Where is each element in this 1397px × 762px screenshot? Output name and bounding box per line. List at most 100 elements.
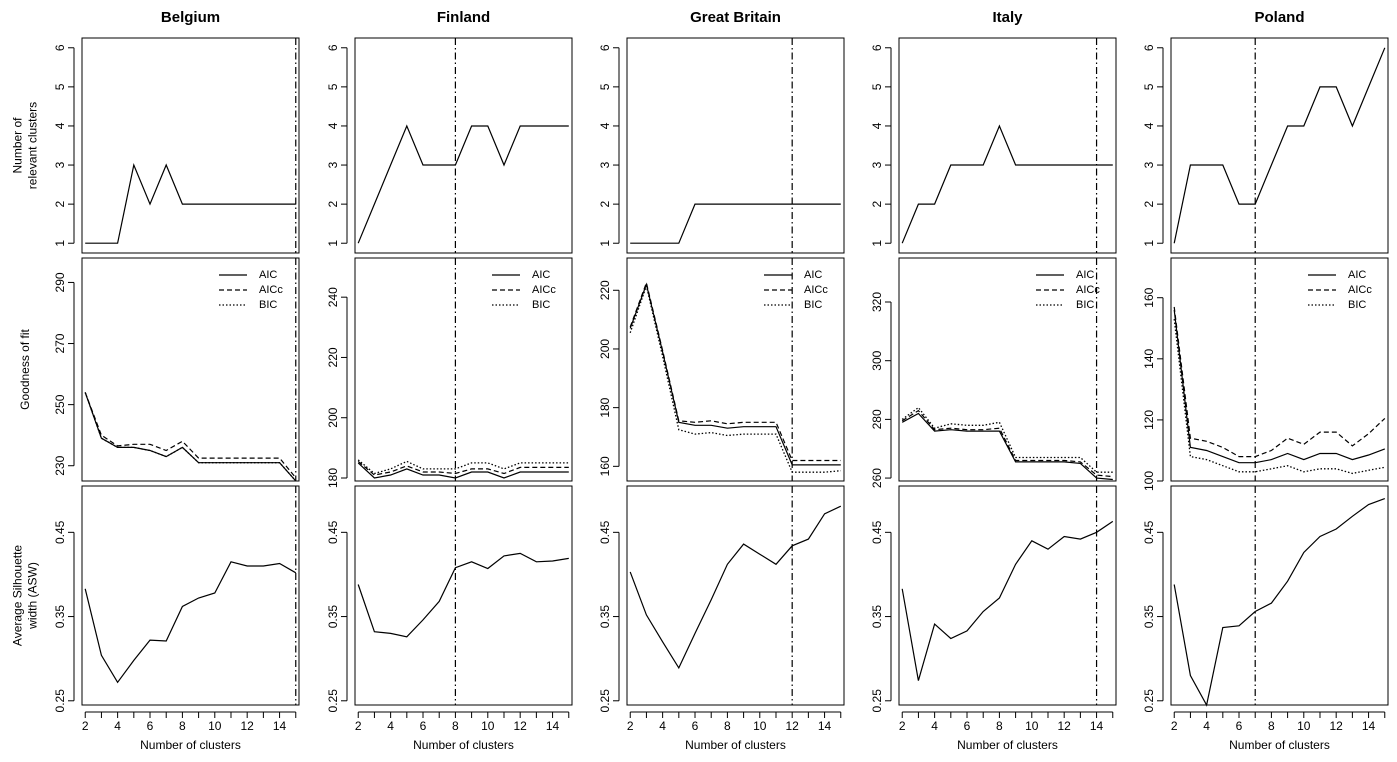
italy-fit-legend: AIC AICc BIC bbox=[1036, 269, 1100, 311]
poland-x-tick-label: 4 bbox=[1203, 719, 1210, 733]
finland-fit-y-tick-label: 200 bbox=[326, 407, 340, 427]
finland-fit-y-tick-label: 180 bbox=[326, 468, 340, 488]
poland-fit-y-tick-label: 120 bbox=[1142, 410, 1156, 430]
row-label-line: Number of bbox=[11, 117, 25, 174]
belgium-fit-y-tick-label: 230 bbox=[53, 455, 67, 475]
finland-x-axis: 2 4 6 8 10 12 14 bbox=[355, 711, 570, 733]
great-britain-asw-y-tick-label: 0.25 bbox=[598, 689, 612, 713]
finland-relevant-y-axis: 1 2 3 4 5 6 bbox=[326, 44, 348, 247]
great-britain-fit-series-aicc bbox=[629, 280, 841, 462]
finland-relevant-y-tick-label: 1 bbox=[326, 240, 340, 247]
belgium-relevant-y-tick-label: 6 bbox=[53, 44, 67, 51]
great-britain-fit-y-tick-label: 160 bbox=[598, 456, 612, 476]
legend-label-bic: BIC bbox=[532, 299, 550, 311]
great-britain-asw-y-tick-label: 0.35 bbox=[598, 605, 612, 629]
great-britain-fit-series-bic bbox=[629, 283, 841, 473]
finland-fit-frame bbox=[354, 257, 573, 482]
finland-x-tick-label: 10 bbox=[481, 719, 495, 733]
poland-x-tick-label: 8 bbox=[1268, 719, 1275, 733]
finland-relevant-y-tick-label: 3 bbox=[326, 161, 340, 168]
poland-relevant-series-line bbox=[1173, 47, 1386, 244]
row-label-line: width (ASW) bbox=[26, 562, 40, 630]
italy-x-axis: 2 4 6 8 10 12 14 bbox=[899, 711, 1114, 733]
great-britain-x-axis-label: Number of clusters bbox=[685, 738, 786, 752]
legend-label-aicc: AICc bbox=[532, 284, 556, 296]
great-britain-relevant-y-tick-label: 6 bbox=[598, 44, 612, 51]
poland-fit-y-tick-label: 100 bbox=[1142, 471, 1156, 491]
italy-x-tick-label: 2 bbox=[899, 719, 906, 733]
legend-label-aicc: AICc bbox=[804, 284, 828, 296]
great-britain-title: Great Britain bbox=[690, 9, 781, 26]
italy-fit-y-axis: 260 280 300 320 bbox=[870, 292, 892, 488]
finland-x-tick-label: 12 bbox=[513, 719, 527, 733]
belgium-asw-y-axis: 0.25 0.35 0.45 bbox=[53, 520, 75, 713]
finland-asw-y-axis: 0.25 0.35 0.45 bbox=[326, 520, 348, 712]
belgium-fit-frame bbox=[81, 257, 300, 482]
poland-relevant-frame bbox=[1170, 37, 1389, 254]
finland-relevant-y-tick-label: 5 bbox=[326, 83, 340, 90]
finland-relevant-frame bbox=[354, 37, 573, 254]
belgium-fit-y-tick-label: 290 bbox=[53, 272, 67, 292]
row-label-line: relevant clusters bbox=[26, 102, 40, 189]
poland-relevant-y-tick-label: 2 bbox=[1142, 200, 1156, 207]
italy-relevant-y-axis: 1 2 3 4 5 6 bbox=[870, 44, 892, 247]
great-britain-relevant-y-tick-label: 2 bbox=[598, 200, 612, 207]
legend-label-aic: AIC bbox=[1348, 269, 1366, 281]
poland-fit-series-aic bbox=[1173, 309, 1386, 464]
italy-relevant-series-line bbox=[901, 124, 1113, 244]
great-britain-x-tick-label: 10 bbox=[753, 719, 767, 733]
belgium-x-axis: 2 4 6 8 10 12 14 bbox=[82, 711, 297, 733]
italy-relevant-y-tick-label: 5 bbox=[870, 83, 884, 90]
poland-relevant-y-tick-label: 5 bbox=[1142, 83, 1156, 90]
poland-fit-legend: AIC AICc BIC bbox=[1308, 269, 1372, 311]
finland-x-tick-label: 4 bbox=[387, 719, 394, 733]
legend-label-aic: AIC bbox=[532, 269, 550, 281]
poland-asw-y-tick-label: 0.45 bbox=[1142, 520, 1156, 544]
poland-fit-y-axis: 100 120 140 160 bbox=[1142, 287, 1164, 491]
legend-label-bic: BIC bbox=[804, 299, 822, 311]
belgium-relevant-y-axis: 1 2 3 4 5 6 bbox=[53, 44, 75, 247]
poland-fit-y-tick-label: 160 bbox=[1142, 287, 1156, 307]
great-britain-fit-legend: AIC AICc BIC bbox=[764, 269, 828, 311]
belgium-relevant-y-tick-label: 4 bbox=[53, 122, 67, 129]
italy-fit-series-bic bbox=[901, 406, 1113, 473]
belgium-asw-y-tick-label: 0.25 bbox=[53, 689, 67, 713]
italy-x-tick-label: 14 bbox=[1090, 719, 1104, 733]
finland-x-tick-label: 14 bbox=[546, 719, 560, 733]
poland-asw-y-tick-label: 0.25 bbox=[1142, 689, 1156, 713]
finland-relevant-y-tick-label: 6 bbox=[326, 44, 340, 51]
belgium-fit-legend: AIC AICc BIC bbox=[219, 269, 283, 311]
legend-label-aic: AIC bbox=[259, 269, 277, 281]
row-label-line: Average Silhouette bbox=[11, 545, 25, 647]
poland-x-tick-label: 2 bbox=[1171, 719, 1178, 733]
legend-label-bic: BIC bbox=[1348, 299, 1366, 311]
row-label-fit: Goodness of fit bbox=[18, 328, 32, 409]
row-label-asw: Average Silhouette width (ASW) bbox=[11, 545, 40, 647]
finland-asw-y-tick-label: 0.35 bbox=[326, 605, 340, 629]
finland-x-tick-label: 8 bbox=[452, 719, 459, 733]
belgium-relevant-y-tick-label: 1 bbox=[53, 240, 67, 247]
italy-title: Italy bbox=[992, 9, 1023, 26]
great-britain-asw-frame bbox=[626, 485, 845, 706]
great-britain-x-tick-label: 12 bbox=[785, 719, 799, 733]
finland-fit-series-aic bbox=[357, 462, 569, 479]
great-britain-relevant-y-tick-label: 1 bbox=[598, 240, 612, 247]
italy-x-tick-label: 12 bbox=[1057, 719, 1071, 733]
italy-asw-y-tick-label: 0.45 bbox=[870, 520, 884, 544]
poland-asw-y-axis: 0.25 0.35 0.45 bbox=[1142, 520, 1164, 713]
italy-fit-series-aic bbox=[901, 412, 1113, 481]
great-britain-fit-frame bbox=[626, 257, 845, 482]
finland-relevant-y-tick-label: 4 bbox=[326, 122, 340, 129]
finland-fit-legend: AIC AICc BIC bbox=[492, 269, 556, 311]
belgium-title: Belgium bbox=[161, 9, 220, 26]
poland-relevant-y-tick-label: 1 bbox=[1142, 240, 1156, 247]
finland-fit-series-aicc bbox=[357, 460, 569, 476]
row-label-relevant: Number of relevant clusters bbox=[11, 102, 40, 189]
finland-relevant-series-line bbox=[357, 124, 569, 244]
finland-x-axis-label: Number of clusters bbox=[413, 738, 514, 752]
italy-asw-y-tick-label: 0.25 bbox=[870, 689, 884, 713]
poland-fit-series-aicc bbox=[1173, 306, 1386, 458]
finland-x-tick-label: 6 bbox=[420, 719, 427, 733]
great-britain-fit-y-axis: 160 180 200 220 bbox=[598, 280, 620, 476]
great-britain-x-tick-label: 14 bbox=[818, 719, 832, 733]
